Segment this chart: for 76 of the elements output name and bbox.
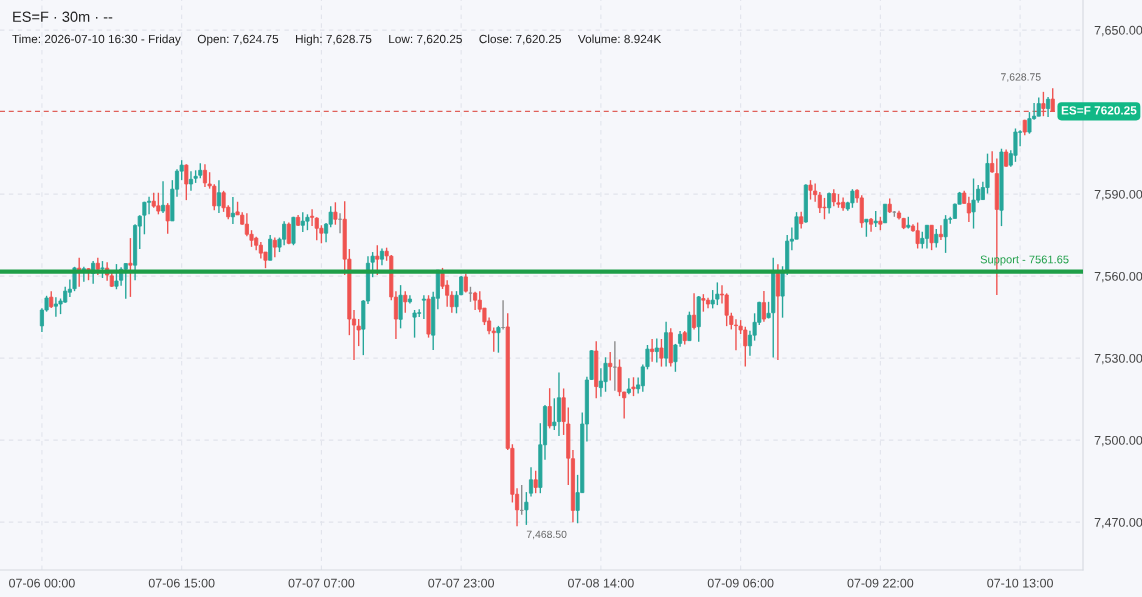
candlestick [733, 318, 739, 351]
candlestick [188, 170, 194, 192]
candlestick [692, 292, 697, 331]
candlestick [268, 234, 273, 261]
candlestick [1046, 96, 1051, 118]
candlestick [421, 294, 426, 320]
annotation: 7,628.75 [1001, 73, 1041, 82]
x-tick-label: 07-06 15:00 [148, 578, 215, 588]
candlestick [775, 263, 780, 361]
candlestick [375, 244, 380, 276]
candlestick [659, 338, 664, 368]
candlestick [971, 177, 976, 230]
candlestick [1041, 91, 1046, 117]
candlestick [608, 351, 613, 382]
ref-line-label: ES=F 7620.25 [1061, 106, 1137, 115]
candlestick [915, 221, 920, 250]
candlestick [160, 180, 166, 214]
candlestick [1036, 96, 1041, 117]
candlestick [142, 201, 147, 235]
y-tick-label: 7,500.00 [1094, 435, 1142, 447]
candlestick [822, 197, 827, 220]
candlestick [165, 202, 170, 235]
candlestick [626, 377, 631, 395]
candlestick [710, 289, 715, 310]
candlestick [216, 179, 221, 214]
candlestick [272, 236, 277, 258]
x-tick-label: 07-09 06:00 [707, 578, 774, 588]
x-tick-label: 07-09 22:00 [847, 578, 914, 588]
candlestick [761, 290, 766, 323]
candlestick [524, 491, 529, 526]
candlestick [463, 272, 468, 294]
y-tick-label: 7,470.00 [1094, 517, 1142, 529]
x-tick-label: 07-08 14:00 [568, 578, 634, 588]
candlestick [654, 337, 659, 364]
candlestick [938, 224, 943, 241]
y-tick-label: 7,650.00 [1094, 25, 1142, 37]
candlestick [1013, 127, 1018, 163]
candlestick [882, 203, 888, 224]
candlestick [454, 290, 459, 314]
candlestick [184, 163, 189, 201]
candlestick [990, 150, 995, 174]
candlestick [496, 325, 501, 354]
x-tick-label: 07-06 00:00 [9, 578, 75, 588]
candlestick [966, 196, 971, 223]
x-tick-label: 07-07 23:00 [428, 578, 495, 588]
candlestick [230, 196, 235, 225]
candlestick [310, 208, 315, 227]
y-tick-label: 7,560.00 [1094, 271, 1142, 283]
annotation: 7,468.50 [526, 530, 567, 540]
y-tick-label: 7,590.00 [1094, 189, 1142, 201]
candlestick [128, 237, 133, 298]
candlestick [123, 262, 128, 300]
candlestick [929, 224, 934, 251]
candlestick [556, 371, 562, 437]
candlestick [924, 224, 930, 250]
candlestick [403, 290, 408, 314]
text: Time: 2026-07-10 16:30 - Friday Open: 7,624.75 High: 7,628.75 Low: 7,620.25 Close: 7,620.25 Volume: 8.924K [12, 34, 662, 46]
candlestick [631, 376, 636, 397]
candlestick [603, 356, 608, 393]
candlestick [333, 201, 338, 226]
candlestick [561, 387, 566, 436]
candlestick [528, 466, 534, 498]
candlestick [547, 387, 552, 430]
candlestick [114, 263, 119, 290]
x-tick-label: 07-10 13:00 [987, 578, 1053, 588]
candlestick [1050, 87, 1055, 113]
y-tick-label: 7,530.00 [1094, 353, 1142, 365]
candlestick [715, 281, 720, 306]
candlestick [827, 191, 832, 215]
candlestick [533, 470, 538, 494]
candlestick [202, 163, 208, 188]
x-tick-label: 07-07 07:00 [288, 578, 355, 588]
text: ES=F · 30m · -- [13, 11, 113, 22]
candlestick [808, 179, 813, 201]
candlestick [650, 338, 655, 363]
candlestick [934, 228, 939, 249]
